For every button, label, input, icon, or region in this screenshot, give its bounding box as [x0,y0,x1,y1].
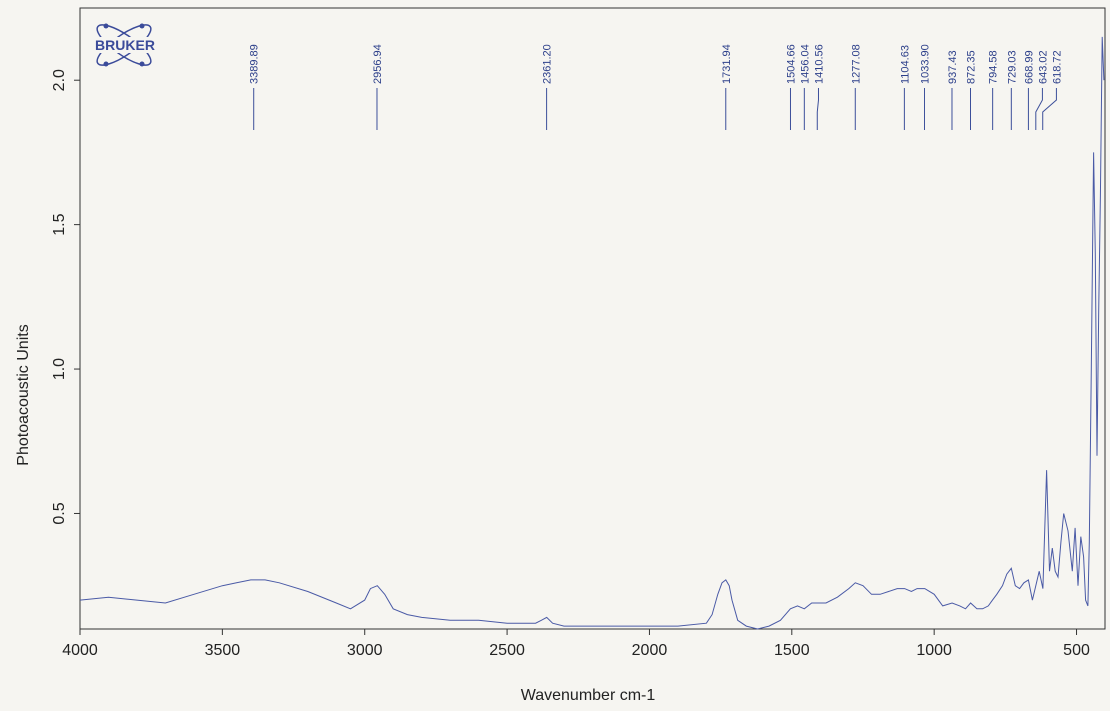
x-tick-label: 4000 [62,642,98,659]
peak-label: 618.72 [1051,50,1063,84]
peak-label: 1104.63 [899,45,911,84]
y-axis-ticks: 0.5 1.0 1.5 2.0 [51,69,80,525]
x-axis-title: Wavenumber cm-1 [521,687,656,704]
x-tick-label: 1500 [774,642,810,659]
y-axis-title: Photoacoustic Units [15,324,32,465]
peak-label: 1033.90 [920,44,932,84]
peak-label: 3389.89 [249,44,261,84]
x-tick-label: 500 [1063,642,1090,659]
y-tick-label: 2.0 [51,69,68,91]
plot-frame [79,7,1106,630]
y-tick-label: 0.5 [51,502,68,524]
peak-label: 1410.56 [813,44,825,84]
peak-label: 794.58 [988,50,1000,84]
bruker-logo: BRUKER [92,23,158,67]
peak-labels: 3389.89 2956.94 2361.20 1731.94 1504.66 1456.… [249,44,1063,130]
logo-text: BRUKER [95,37,155,53]
x-tick-label: 2500 [489,642,525,659]
peak-label: 937.43 [947,50,959,84]
peak-label: 643.02 [1037,50,1049,84]
peak-label: 668.99 [1023,50,1035,84]
peak-label: 1731.94 [721,44,733,84]
peak-label: 2361.20 [542,44,554,84]
peak-label: 2956.94 [372,44,384,84]
peak-marker-line [816,88,819,130]
y-tick-label: 1.0 [51,358,68,380]
peak-label: 1456.04 [799,44,811,84]
x-tick-label: 3500 [205,642,241,659]
peak-marker-line [1035,88,1043,130]
x-tick-label: 1000 [916,642,952,659]
spectrum-line [79,36,1105,630]
peak-label: 729.03 [1006,50,1018,84]
x-tick-label: 3000 [347,642,383,659]
peak-label: 1504.66 [785,44,797,84]
x-axis-ticks: 4000 3500 3000 2500 2000 1500 1000 500 [62,629,1090,659]
y-tick-label: 1.5 [51,213,68,235]
peak-label: 1277.08 [850,44,862,84]
peak-label: 872.35 [966,50,978,84]
peak-marker-line [1042,88,1057,130]
x-tick-label: 2000 [632,642,668,659]
